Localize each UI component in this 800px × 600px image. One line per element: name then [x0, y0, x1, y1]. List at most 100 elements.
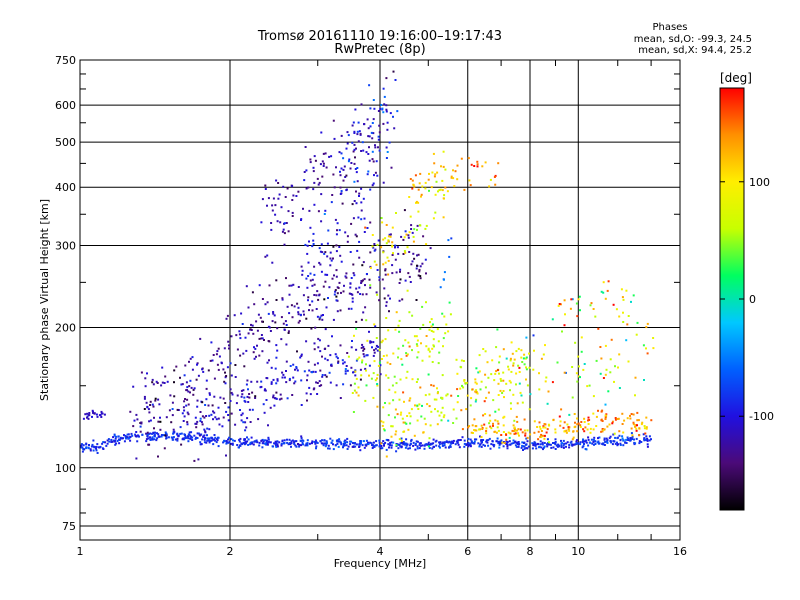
echo-point [346, 448, 349, 450]
echo-point [374, 146, 377, 149]
echo-point [217, 406, 220, 409]
echo-point [405, 354, 408, 357]
echo-point [513, 358, 516, 361]
echo-point [261, 337, 264, 340]
echo-point [135, 457, 138, 460]
echo-point [370, 377, 373, 380]
echo-point [392, 352, 395, 355]
echo-point [450, 442, 453, 445]
echo-point [528, 366, 531, 369]
echo-point [321, 251, 324, 254]
echo-point [315, 294, 318, 297]
echo-point [213, 377, 216, 380]
echo-point [179, 376, 181, 379]
echo-point [652, 337, 655, 339]
echo-point [485, 427, 488, 430]
echo-point [246, 436, 248, 439]
echo-point [257, 313, 260, 316]
echo-point [461, 428, 464, 431]
echo-point [251, 408, 254, 411]
echo-point [186, 421, 189, 424]
echo-point [635, 437, 638, 440]
echo-point [365, 443, 368, 446]
echo-point [455, 358, 458, 361]
echo-point [363, 446, 366, 449]
echo-point [399, 413, 402, 416]
echo-point [635, 333, 638, 336]
echo-point [295, 440, 298, 443]
echo-point [601, 409, 604, 412]
echo-point [480, 445, 483, 448]
echo-point [261, 446, 264, 449]
echo-point [503, 415, 506, 418]
echo-point [413, 185, 416, 188]
echo-point [525, 447, 528, 450]
echo-point [399, 270, 401, 273]
echo-point [586, 385, 589, 388]
echo-point [476, 165, 479, 168]
echo-point [353, 143, 356, 146]
echo-point [155, 380, 158, 383]
echo-point [86, 412, 89, 415]
echo-point [176, 439, 179, 442]
echo-point [238, 446, 240, 449]
echo-point [364, 226, 367, 229]
echo-point [580, 336, 583, 339]
echo-point [469, 442, 472, 445]
echo-point [520, 356, 523, 359]
echo-point [284, 320, 287, 323]
echo-point [343, 440, 346, 443]
echo-point [363, 278, 366, 281]
echo-point [479, 435, 481, 438]
echo-point [387, 239, 390, 242]
echo-point [545, 376, 548, 379]
echo-point [282, 373, 285, 376]
echo-point [636, 419, 639, 422]
echo-point [429, 424, 432, 427]
echo-point [599, 346, 602, 348]
echo-point [358, 443, 361, 445]
echo-point [85, 443, 88, 446]
echo-point [442, 441, 445, 444]
echo-point [175, 365, 178, 368]
echo-point [286, 438, 288, 441]
echo-point [272, 396, 275, 399]
echo-point [416, 254, 418, 257]
echo-point [485, 440, 488, 443]
x-tick-label: 16 [673, 545, 687, 558]
echo-point [559, 420, 562, 423]
echo-point [245, 426, 248, 429]
echo-point [500, 434, 503, 436]
echo-point [324, 328, 327, 331]
echo-point [631, 435, 634, 438]
echo-point [238, 438, 241, 441]
echo-point [235, 402, 238, 405]
echo-point [268, 359, 270, 362]
echo-point [563, 371, 566, 374]
echo-point [302, 207, 304, 210]
echo-point [339, 397, 342, 399]
echo-point [576, 423, 579, 426]
echo-point [407, 341, 410, 344]
echo-point [317, 210, 320, 213]
echo-point [630, 432, 633, 435]
echo-point [463, 445, 466, 448]
echo-point [353, 200, 356, 202]
echo-point [495, 440, 498, 443]
echo-point [96, 452, 99, 454]
echo-point [437, 391, 439, 394]
echo-point [300, 219, 302, 221]
echo-point [310, 442, 313, 445]
echo-point [622, 311, 624, 314]
echo-point [415, 267, 418, 270]
echo-point [115, 435, 117, 438]
echo-point [344, 176, 347, 178]
echo-point [208, 414, 211, 417]
echo-point [360, 442, 362, 445]
echo-point [373, 174, 375, 177]
echo-point [600, 290, 603, 293]
echo-point [604, 418, 607, 420]
echo-point [225, 375, 228, 377]
